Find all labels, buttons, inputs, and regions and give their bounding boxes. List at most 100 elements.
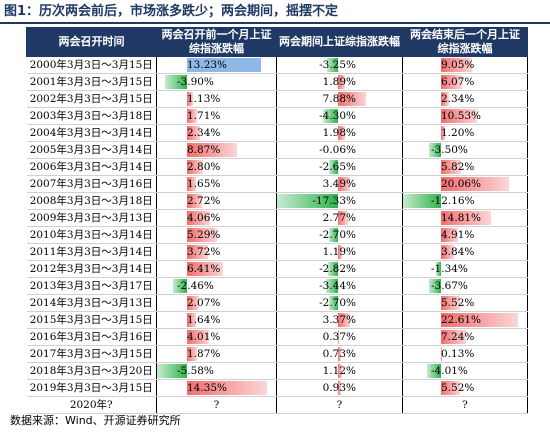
- value-bar: [187, 330, 210, 344]
- row-date: 2015年3月3日～3月15日: [26, 311, 157, 329]
- value-bar: [322, 109, 338, 123]
- cell-value: 2.07%: [187, 297, 221, 309]
- cell-value: 1.20%: [441, 127, 475, 139]
- cell-value: -2.65%: [319, 161, 356, 173]
- cell-value: -5.58%: [177, 365, 214, 377]
- cell-before: ?: [156, 396, 277, 414]
- value-bar: [338, 177, 351, 191]
- data-table: 两会召开时间 两会召开前一个月上证综指涨跌幅 两会期间上证综指涨跌幅 两会结束后…: [26, 27, 528, 414]
- table-row: 2006年3月3日～3月14日 2.80% -2.65% 5.82%: [26, 158, 528, 176]
- cell-value: -2.70%: [319, 297, 356, 309]
- cell-before: 5.29%: [156, 226, 277, 244]
- value-bar: [187, 313, 197, 327]
- cell-during: 0.37%: [276, 328, 403, 346]
- value-bar: [187, 296, 199, 310]
- cell-before: 8.87%: [156, 141, 277, 159]
- cell-value: 4.91%: [441, 229, 475, 241]
- table-row: 2000年3月3日～3月15日 13.23% -3.25% 9.05%: [26, 56, 528, 74]
- value-bar: [441, 160, 461, 174]
- cell-value: 2.34%: [441, 93, 475, 105]
- cell-value: -3.50%: [431, 144, 468, 156]
- cell-before: 2.72%: [156, 192, 277, 210]
- cell-during: ?: [276, 396, 403, 414]
- value-bar: [187, 194, 203, 208]
- value-bar: [187, 211, 210, 225]
- value-bar: [338, 364, 342, 378]
- cell-during: -2.65%: [276, 158, 403, 176]
- row-date: 2002年3月3日～3月15日: [26, 90, 157, 108]
- table-row: 2013年3月3日～3月17日 -2.46% -3.44% -3.67%: [26, 277, 528, 295]
- cell-during: -3.44%: [276, 277, 403, 295]
- cell-during: -0.06%: [276, 141, 403, 159]
- cell-value: 1.19%: [322, 246, 356, 258]
- cell-during: 0.73%: [276, 345, 403, 363]
- cell-after: -1.34%: [402, 260, 528, 278]
- cell-before: -5.58%: [156, 362, 277, 380]
- cell-value: ?: [462, 399, 468, 411]
- cell-value: -2.82%: [319, 263, 356, 275]
- value-bar: [187, 92, 194, 106]
- cell-value: 2.34%: [187, 127, 221, 139]
- cell-after: -4.01%: [402, 362, 528, 380]
- cell-value: 14.81%: [441, 212, 482, 224]
- row-date: 2017年3月3日～3月15日: [26, 345, 157, 363]
- row-date: 2018年3月3日～3月20日: [26, 362, 157, 380]
- cell-during: 3.37%: [276, 311, 403, 329]
- row-date: 2019年3月3日～3月15日: [26, 379, 157, 397]
- cell-before: 1.13%: [156, 90, 277, 108]
- table-row: 2008年3月3日～3月18日 2.72% -17.33% -12.16%: [26, 192, 528, 210]
- cell-after: 2.34%: [402, 90, 528, 108]
- row-date: 2007年3月3日～3月16日: [26, 175, 157, 193]
- cell-before: 2.07%: [156, 294, 277, 312]
- value-bar: [441, 381, 460, 395]
- cell-after: 9.05%: [402, 56, 528, 74]
- table-row: 2002年3月3日～3月15日 1.13% 7.88% 2.34%: [26, 90, 528, 108]
- cell-during: -4.30%: [276, 107, 403, 125]
- cell-value: 5.52%: [441, 297, 475, 309]
- cell-after: 22.61%: [402, 311, 528, 329]
- row-date: 2011年3月3日～3月14日: [26, 243, 157, 261]
- table-row: 2005年3月3日～3月14日 8.87% -0.06% -3.50%: [26, 141, 528, 159]
- row-date: 2005年3月3日～3月14日: [26, 141, 157, 159]
- header-date: 两会召开时间: [26, 27, 157, 57]
- value-bar: [441, 296, 460, 310]
- cell-during: -3.25%: [276, 56, 403, 74]
- table-row: 2016年3月3日～3月16日 4.01% 0.37% 7.24%: [26, 328, 528, 346]
- value-bar: [187, 177, 197, 191]
- cell-during: -2.70%: [276, 226, 403, 244]
- table-row: 2019年3月3日～3月15日 14.35% 0.93% 5.52%: [26, 379, 528, 397]
- cell-after: 1.20%: [402, 124, 528, 142]
- value-bar: [338, 126, 345, 140]
- cell-value: 1.87%: [187, 348, 221, 360]
- cell-value: -2.70%: [319, 229, 356, 241]
- cell-before: 2.34%: [156, 124, 277, 142]
- row-date: 2016年3月3日～3月16日: [26, 328, 157, 346]
- cell-during: -2.70%: [276, 294, 403, 312]
- cell-value: 13.23%: [187, 59, 228, 71]
- cell-value: 6.07%: [441, 76, 475, 88]
- cell-during: 7.88%: [276, 90, 403, 108]
- value-bar: [187, 58, 262, 72]
- table-row: 2014年3月3日～3月13日 2.07% -2.70% 5.52%: [26, 294, 528, 312]
- value-bar: [277, 194, 338, 208]
- cell-after: 7.24%: [402, 328, 528, 346]
- cell-during: 0.93%: [276, 379, 403, 397]
- cell-value: -17.33%: [312, 195, 356, 207]
- cell-before: 4.01%: [156, 328, 277, 346]
- title-rule: [0, 22, 550, 24]
- cell-during: -17.33%: [276, 192, 403, 210]
- value-bar: [338, 245, 343, 259]
- cell-value: 22.61%: [441, 314, 482, 326]
- cell-value: 2.72%: [187, 195, 221, 207]
- cell-value: -0.06%: [319, 144, 356, 156]
- cell-before: 2.80%: [156, 158, 277, 176]
- cell-value: -2.46%: [177, 280, 214, 292]
- cell-value: -4.30%: [319, 110, 356, 122]
- value-bar: [187, 160, 203, 174]
- value-bar: [328, 160, 338, 174]
- cell-after: 3.84%: [402, 243, 528, 261]
- cell-after: 0.13%: [402, 345, 528, 363]
- cell-value: 0.37%: [322, 331, 356, 343]
- cell-value: 1.64%: [187, 314, 221, 326]
- cell-after: -12.16%: [402, 192, 528, 210]
